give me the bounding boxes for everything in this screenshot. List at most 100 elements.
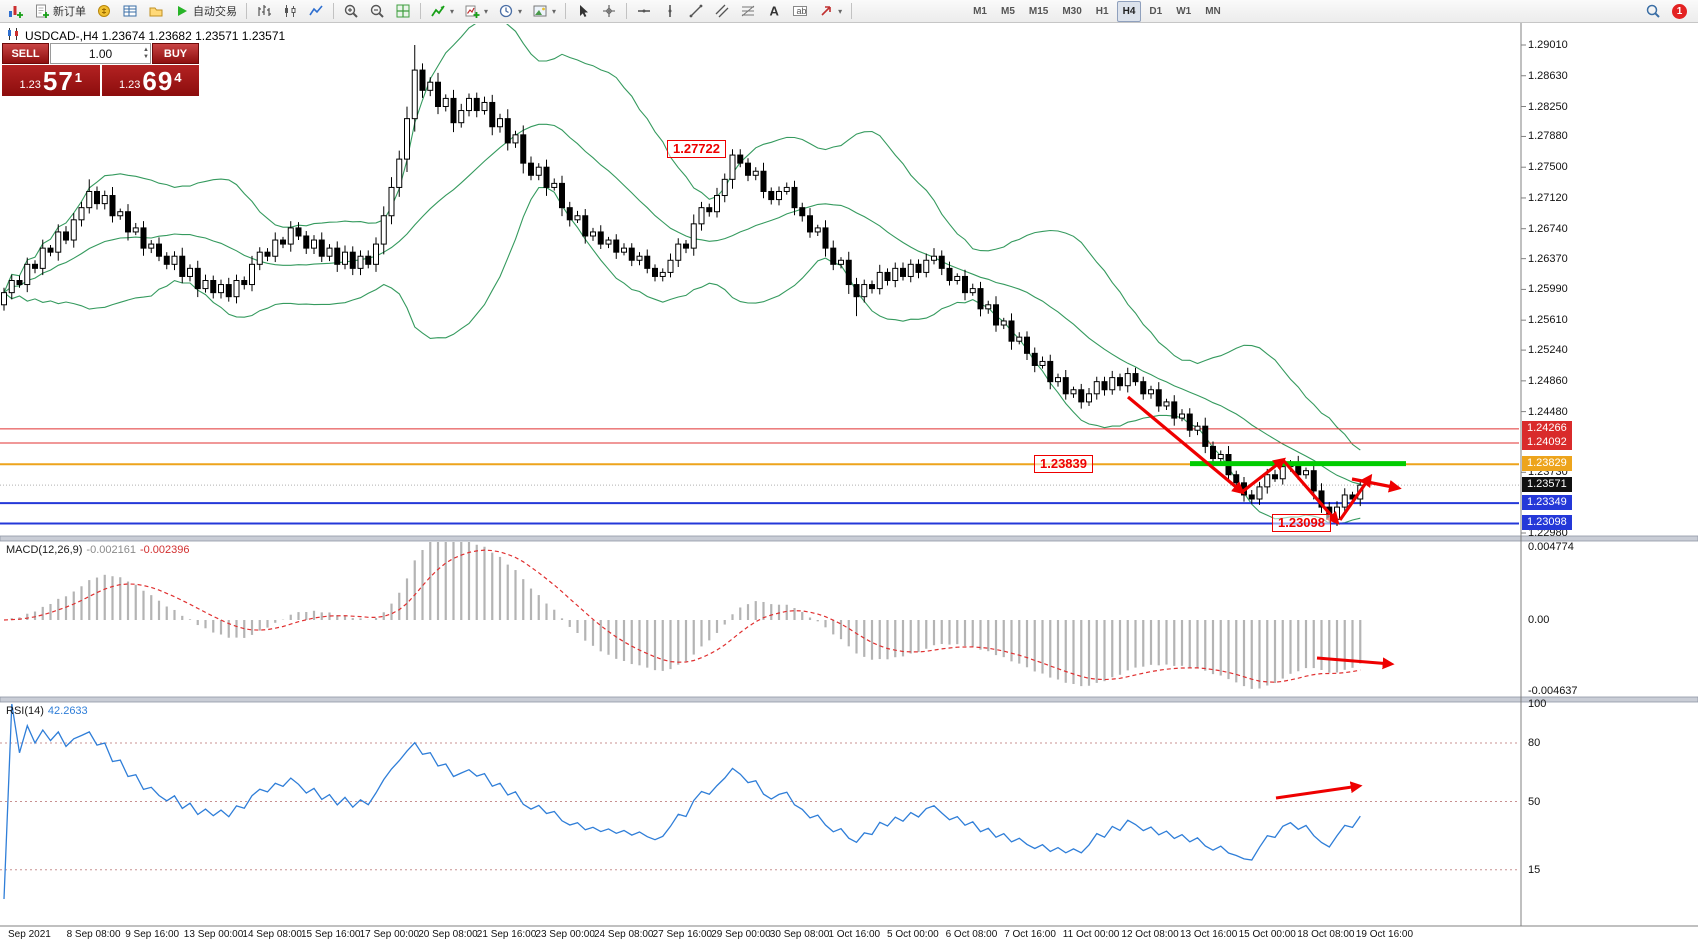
price-annotation-box[interactable]: 1.23839 [1034, 455, 1093, 473]
panel-separator[interactable] [0, 696, 1698, 703]
price-axis-label: 1.24480 [1528, 405, 1568, 418]
zoom-in-icon [344, 4, 358, 18]
dropdown-caret-icon[interactable]: ▾ [518, 6, 523, 16]
label-icon[interactable]: ab [788, 1, 812, 22]
one-click-prices: 1.23 57 1 1.23 69 4 [2, 65, 199, 96]
rsi-name: RSI(14) [6, 705, 44, 717]
trend-arrow[interactable] [1351, 477, 1402, 493]
time-axis-label: 13 Sep 00:00 [183, 929, 244, 940]
toolbar-separator [565, 3, 567, 19]
rsi-axis-label: 80 [1528, 737, 1541, 749]
template-icon[interactable]: ▾ [528, 1, 560, 22]
crosshair-icon[interactable] [597, 1, 621, 22]
timeframe-h4[interactable]: H4 [1116, 0, 1142, 22]
timeframe-m15[interactable]: M15 [1028, 5, 1049, 17]
toolbar-separator [246, 3, 247, 19]
new-chart-icon[interactable] [4, 1, 28, 22]
stepper-down-icon[interactable]: ▼ [143, 53, 149, 60]
period-selector-icon[interactable]: ▾ [494, 1, 526, 22]
volume-stepper[interactable]: ▲ ▼ [143, 44, 149, 63]
main-chart-panel[interactable] [0, 18, 1519, 526]
market-watch-icon[interactable] [92, 1, 116, 22]
text-icon[interactable]: A [762, 1, 786, 22]
time-axis-label: Sep 2021 [8, 929, 51, 940]
price-level-badge: 1.24266 [1522, 420, 1572, 436]
line-chart-icon[interactable] [304, 1, 328, 22]
dropdown-caret-icon[interactable]: ▾ [450, 6, 455, 16]
time-axis-label: 13 Oct 16:00 [1180, 929, 1238, 940]
timeframe-m5[interactable]: M5 [1000, 5, 1015, 17]
dropdown-caret-icon[interactable]: ▾ [838, 6, 843, 16]
price-annotation-box[interactable]: 1.23098 [1272, 514, 1331, 532]
dropdown-caret-icon[interactable]: ▾ [484, 6, 489, 16]
timeframe-h1[interactable]: H1 [1095, 5, 1109, 17]
time-axis-label: 17 Sep 00:00 [359, 929, 420, 940]
data-window-icon[interactable] [118, 1, 142, 22]
zoom-out-icon[interactable] [365, 1, 389, 22]
time-axis-label: 12 Oct 08:00 [1121, 929, 1179, 940]
time-axis-label: 7 Oct 16:00 [1004, 929, 1056, 940]
autotrade-button[interactable]: 自动交易 [170, 1, 241, 22]
timeframe-m30[interactable]: M30 [1062, 5, 1082, 17]
buy-button[interactable]: BUY [152, 43, 199, 64]
one-click-controls: SELL 1.00 ▲ ▼ BUY [2, 43, 199, 64]
zoom-out-icon [370, 4, 384, 18]
new-chart-icon [9, 6, 23, 18]
fibonacci-icon[interactable] [736, 1, 760, 22]
timeframe-mn[interactable]: MN [1205, 5, 1221, 17]
sell-price-display[interactable]: 1.23 57 1 [2, 65, 100, 96]
text-icon: A [770, 4, 780, 19]
volume-input[interactable]: 1.00 ▲ ▼ [50, 43, 151, 64]
macd-signal-value: -0.002396 [139, 544, 190, 556]
price-axis-label: 1.29010 [1528, 39, 1568, 51]
search-icon[interactable] [1641, 1, 1665, 22]
trendline-icon[interactable] [684, 1, 708, 22]
horizontal-line-icon[interactable] [632, 1, 656, 22]
channel-icon[interactable] [710, 1, 734, 22]
autotrade-button-label: 自动交易 [193, 6, 237, 18]
price-axis-label: 1.26370 [1528, 252, 1568, 265]
sell-button[interactable]: SELL [2, 43, 49, 64]
dropdown-caret-icon[interactable]: ▾ [552, 6, 557, 16]
stepper-up-icon[interactable]: ▲ [143, 46, 149, 53]
time-axis-label: 30 Sep 08:00 [769, 929, 830, 940]
indicators-icon[interactable]: ▾ [426, 1, 458, 22]
navigator-icon[interactable] [144, 1, 168, 22]
zoom-in-icon[interactable] [339, 1, 363, 22]
new-order-button[interactable]: 新订单 [30, 1, 90, 22]
crosshair-icon [603, 5, 616, 17]
navigator-icon [149, 7, 163, 17]
buy-price-display[interactable]: 1.23 69 4 [101, 65, 199, 96]
svg-text:A: A [770, 4, 780, 19]
trend-arrow[interactable] [1241, 457, 1287, 494]
timeframe-d1[interactable]: D1 [1149, 5, 1163, 17]
candlestick-series [1, 45, 1364, 526]
cursor-icon[interactable] [571, 1, 595, 22]
trend-arrow[interactable] [1338, 473, 1373, 521]
price-axis-label: 1.25240 [1528, 344, 1568, 357]
vertical-line-icon[interactable] [658, 1, 682, 22]
toolbar-separator [333, 3, 334, 19]
macd-panel[interactable] [3, 537, 1362, 689]
price-axis-label: 1.26740 [1528, 222, 1568, 235]
rsi-trend-arrow[interactable] [1275, 781, 1363, 800]
trend-arrow[interactable] [1281, 458, 1340, 525]
arrows-icon[interactable]: ▾ [814, 1, 846, 22]
price-annotation-box[interactable]: 1.27722 [667, 140, 726, 158]
bar-chart-icon[interactable] [252, 1, 276, 22]
macd-trend-arrow[interactable] [1316, 656, 1395, 670]
time-axis-label: 8 Sep 08:00 [66, 929, 121, 940]
panel-separator[interactable] [0, 535, 1698, 542]
tile-windows-icon[interactable] [391, 1, 415, 22]
notification-badge[interactable]: 1 [1672, 3, 1687, 19]
candlestick-chart-icon[interactable] [278, 1, 302, 22]
timeframe-w1[interactable]: W1 [1176, 5, 1192, 17]
rsi-panel[interactable] [0, 703, 1519, 900]
trend-arrow[interactable] [1126, 395, 1245, 495]
add-indicator-icon[interactable]: ▾ [460, 1, 492, 22]
timeframe-group: M1 M5 M15 M30 H1 H4 D1 W1 MN [966, 0, 1228, 22]
timeframe-m1[interactable]: M1 [973, 5, 987, 17]
